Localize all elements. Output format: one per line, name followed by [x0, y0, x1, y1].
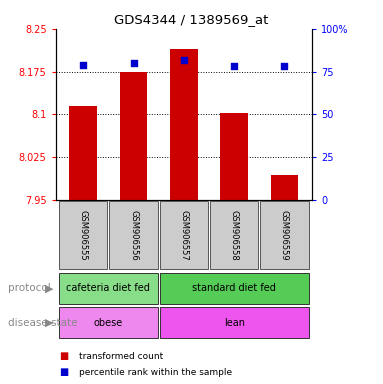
FancyBboxPatch shape	[160, 201, 208, 269]
Text: percentile rank within the sample: percentile rank within the sample	[79, 368, 232, 377]
Text: obese: obese	[94, 318, 123, 328]
FancyBboxPatch shape	[110, 201, 158, 269]
Text: standard diet fed: standard diet fed	[192, 283, 276, 293]
Text: GSM906555: GSM906555	[79, 210, 88, 260]
Text: GSM906556: GSM906556	[129, 210, 138, 261]
Point	[131, 60, 137, 66]
Text: cafeteria diet fed: cafeteria diet fed	[66, 283, 150, 293]
Point	[181, 56, 187, 63]
Point	[282, 63, 288, 70]
Text: GSM906557: GSM906557	[179, 210, 188, 261]
FancyBboxPatch shape	[160, 308, 309, 338]
Bar	[271, 175, 298, 200]
Text: ■: ■	[59, 367, 69, 377]
Text: ▶: ▶	[45, 283, 53, 293]
Bar	[220, 113, 248, 200]
Text: transformed count: transformed count	[79, 352, 163, 361]
Bar	[120, 71, 147, 200]
FancyBboxPatch shape	[210, 201, 258, 269]
Text: GDS4344 / 1389569_at: GDS4344 / 1389569_at	[114, 13, 269, 26]
Text: GSM906559: GSM906559	[280, 210, 289, 260]
Text: ▶: ▶	[45, 318, 53, 328]
FancyBboxPatch shape	[59, 273, 158, 304]
Text: disease state: disease state	[8, 318, 77, 328]
FancyBboxPatch shape	[59, 308, 158, 338]
FancyBboxPatch shape	[160, 273, 309, 304]
Text: GSM906558: GSM906558	[230, 210, 239, 261]
Text: protocol: protocol	[8, 283, 51, 293]
Point	[80, 61, 86, 68]
Bar	[69, 106, 97, 200]
Text: ■: ■	[59, 351, 69, 361]
FancyBboxPatch shape	[59, 201, 107, 269]
Bar	[170, 49, 198, 200]
Text: lean: lean	[224, 318, 245, 328]
FancyBboxPatch shape	[260, 201, 309, 269]
Point	[231, 63, 237, 70]
